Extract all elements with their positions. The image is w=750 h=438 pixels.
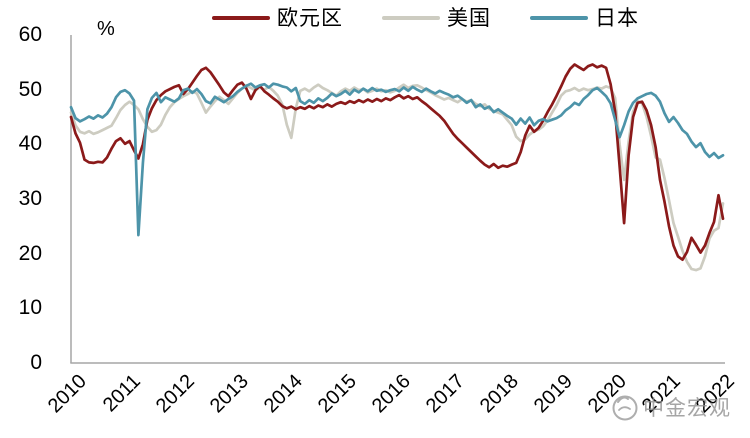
y-tick-label-50: 50 (18, 77, 42, 101)
legend-line-icon (212, 16, 270, 20)
legend-item-美国: 美国 (382, 4, 491, 32)
y-tick-label-10: 10 (18, 296, 42, 320)
cicc-logo-icon (612, 395, 638, 421)
y-tick-label-0: 0 (30, 351, 42, 374)
legend-label: 日本 (595, 6, 639, 30)
legend-item-欧元区: 欧元区 (212, 4, 343, 32)
legend: 欧元区 美国 日本 (0, 2, 750, 32)
watermark: 中金宏观 (610, 392, 731, 422)
y-axis-unit-label: % (97, 18, 115, 40)
series-line-日本 (69, 82, 725, 237)
y-tick-label-20: 20 (18, 241, 42, 265)
y-tick-label-60: 60 (18, 23, 42, 46)
legend-line-icon (382, 16, 440, 20)
watermark-text: 中金宏观 (643, 397, 731, 420)
series-layer (69, 63, 725, 272)
y-tick-label-30: 30 (18, 187, 42, 210)
series-line-美国 (69, 83, 725, 272)
legend-label: 美国 (447, 6, 491, 30)
legend-item-日本: 日本 (530, 4, 639, 32)
legend-label: 欧元区 (277, 6, 343, 30)
y-tick-label-40: 40 (18, 132, 42, 156)
series-line-欧元区 (69, 63, 725, 262)
legend-line-icon (530, 16, 588, 20)
